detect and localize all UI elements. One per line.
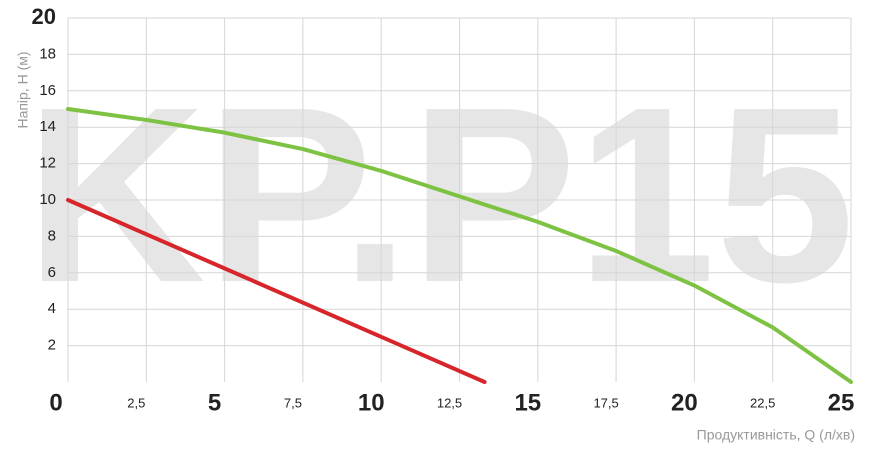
y-tick-label: 14: [39, 118, 56, 135]
watermark: KP.P15: [25, 55, 854, 334]
x-tick-label: 5: [208, 389, 221, 416]
x-tick-label: 2,5: [127, 395, 145, 410]
y-tick-label: 20: [32, 4, 56, 29]
y-tick-label: 2: [48, 337, 56, 354]
x-tick-label: 22,5: [750, 395, 775, 410]
x-tick-label: 0: [49, 389, 62, 416]
x-tick-label: 20: [671, 389, 698, 416]
x-tick-label: 12,5: [437, 395, 462, 410]
y-tick-label: 18: [39, 45, 56, 62]
x-tick-label: 7,5: [284, 395, 302, 410]
y-tick-label: 4: [48, 300, 56, 317]
y-tick-label: 12: [39, 155, 56, 172]
x-tick-label: 17,5: [593, 395, 618, 410]
x-tick-label: 25: [828, 389, 855, 416]
curve: [66, 198, 487, 384]
curve: [66, 107, 853, 384]
x-axis-label: Продуктивність, Q (л/хв): [697, 427, 855, 443]
y-tick-label: 8: [48, 227, 56, 244]
y-tick-label: 10: [39, 191, 56, 208]
x-tick-label: 10: [358, 389, 385, 416]
y-axis-label: Напір, Н (м): [15, 51, 31, 128]
y-tick-label: 6: [48, 264, 56, 281]
x-tick-label: 15: [514, 389, 541, 416]
y-tick-label: 16: [39, 82, 56, 99]
